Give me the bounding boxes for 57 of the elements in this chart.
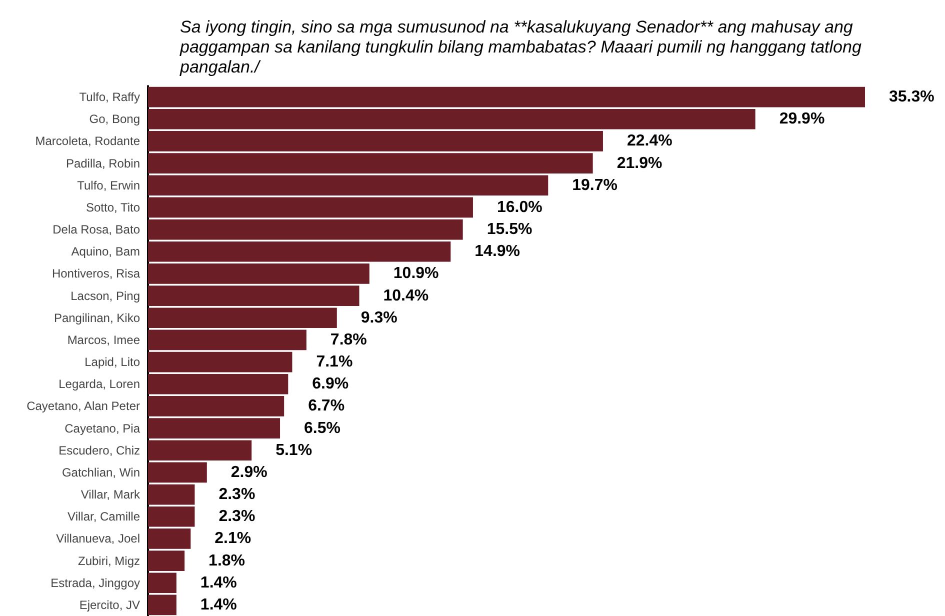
data-label: 21.9%	[616, 154, 662, 172]
y-tick-label: Ejercito, JV	[79, 598, 140, 612]
data-label: 10.9%	[393, 265, 439, 282]
data-label: 2.3%	[218, 508, 256, 526]
data-label: 6.7%	[308, 398, 345, 415]
y-tick-label: Legarda, Loren	[58, 377, 140, 392]
data-label: 9.3%	[360, 309, 398, 326]
data-label: 10.4%	[383, 287, 429, 304]
y-tick-label: Padilla, Robin	[66, 156, 140, 170]
data-label: 16.0%	[496, 198, 542, 216]
data-label: 6.5%	[304, 420, 340, 437]
y-tick-label: Lacson, Ping	[70, 288, 140, 303]
y-tick-label: Aquino, Bam	[71, 244, 140, 259]
y-tick-label: Villanueva, Joel	[56, 532, 140, 546]
y-tick-label: Cayetano, Pia	[64, 421, 140, 436]
y-tick-label: Escudero, Chiz	[58, 443, 140, 458]
data-label: 19.7%	[572, 176, 618, 194]
data-label: 14.9%	[474, 243, 520, 260]
data-label: 6.9%	[312, 376, 349, 393]
y-tick-label: Go, Bong	[89, 112, 140, 126]
data-label: 2.1%	[214, 530, 252, 548]
data-label: 2.3%	[218, 486, 256, 504]
data-label: 22.4%	[626, 132, 672, 150]
y-tick-label: Estrada, Jinggoy	[50, 576, 140, 590]
bar	[148, 330, 306, 350]
data-label: 1.4%	[200, 596, 237, 614]
bar	[148, 197, 473, 218]
data-label: 1.4%	[200, 574, 237, 592]
y-tick-label: Villar, Camille	[68, 510, 140, 524]
y-tick-label: Lapid, Lito	[84, 355, 140, 370]
y-tick-label: Tulfo, Erwin	[77, 178, 140, 192]
data-label: 15.5%	[486, 221, 532, 238]
bar	[148, 352, 292, 372]
chart-title: Sa iyong tingin, sino sa mga sumusunod na **kasalukuyang Senador** ang mahusay ang paggampan sa kanilang tungkulin bilang mambabatas? Maaari pumili ng hanggang tatlong pangalan./	[179, 18, 862, 76]
y-tick-label: Marcoleta, Rodante	[35, 134, 140, 148]
bar	[148, 462, 207, 483]
y-tick-label: Villar, Mark	[80, 488, 141, 502]
y-tick-label: Marcos, Imee	[67, 332, 140, 347]
data-label: 2.9%	[230, 464, 268, 481]
y-tick-label: Sotto, Tito	[86, 200, 140, 214]
bar	[148, 484, 195, 505]
y-tick-label: Gatchlian, Win	[62, 465, 140, 480]
y-tick-label: Pangilinan, Kiko	[54, 310, 140, 325]
data-label: 35.3%	[889, 88, 934, 106]
y-tick-label: Tulfo, Raffy	[79, 90, 140, 104]
data-label: 1.8%	[208, 552, 246, 570]
data-label: 29.9%	[779, 110, 825, 128]
y-tick-label: Hontiveros, Risa	[52, 266, 140, 281]
data-label: 7.1%	[316, 354, 353, 371]
data-label: 5.1%	[276, 442, 312, 459]
data-label: 7.8%	[330, 331, 367, 348]
bar	[148, 219, 463, 240]
bar	[148, 594, 176, 616]
bar	[148, 86, 865, 108]
y-tick-label: Zubiri, Migz	[78, 554, 140, 568]
y-tick-label: Dela Rosa, Bato	[52, 222, 140, 237]
y-tick-label: Cayetano, Alan Peter	[26, 399, 140, 414]
